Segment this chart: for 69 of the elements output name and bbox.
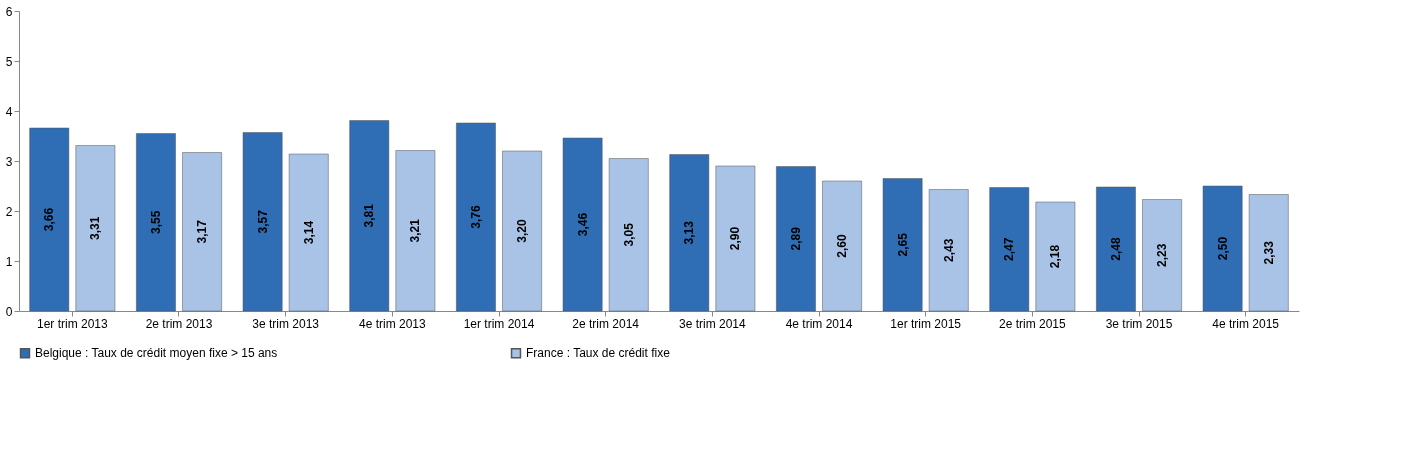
bar [822, 180, 862, 312]
data-label: 2,47 [1002, 237, 1017, 261]
bar [502, 150, 542, 312]
bar [1035, 201, 1076, 312]
y-tick-label: 6 [5, 4, 13, 19]
data-label: 2,50 [1215, 236, 1230, 261]
data-label: 2,90 [728, 226, 743, 251]
bar [882, 178, 923, 312]
x-tick-label: 3e trim 2013 [252, 316, 320, 331]
bar [349, 120, 390, 312]
bar [562, 137, 603, 312]
bar [1142, 199, 1182, 312]
x-tick-label: 2e trim 2014 [572, 316, 640, 331]
data-label: 3,66 [42, 207, 57, 232]
bar [29, 127, 70, 312]
y-tick-label: 2 [5, 204, 13, 219]
data-label: 2,43 [941, 238, 956, 262]
bar [1096, 186, 1136, 312]
data-label: 3,31 [88, 216, 103, 240]
bar [456, 122, 496, 312]
bar [395, 150, 436, 312]
bar [669, 154, 710, 312]
data-label: 3,21 [408, 218, 423, 243]
y-tick-label: 5 [5, 54, 13, 69]
data-label: 3,20 [515, 219, 530, 243]
bar [715, 165, 756, 312]
x-tick-label: 3e trim 2014 [678, 316, 747, 331]
bar [776, 166, 816, 312]
x-tick-label: 3e trim 2015 [1105, 316, 1173, 331]
y-tick-label: 4 [5, 104, 13, 119]
data-label: 3,76 [468, 205, 483, 229]
data-label: 3,13 [682, 220, 697, 245]
data-label: 3,14 [301, 220, 316, 245]
legend-label: France : Taux de crédit fixe [526, 346, 671, 361]
data-label: 2,18 [1048, 244, 1063, 269]
x-tick-label: 1er trim 2014 [463, 316, 535, 331]
legend-label: Belgique : Taux de crédit moyen fixe > 15 ans [35, 346, 278, 361]
bar [608, 158, 649, 312]
bar [288, 153, 329, 312]
data-label: 2,23 [1155, 243, 1170, 267]
x-tick-label: 4e trim 2013 [358, 316, 427, 331]
x-tick-label: 2e trim 2015 [998, 316, 1067, 331]
data-label: 3,81 [362, 203, 377, 228]
bar [136, 133, 176, 312]
bar [182, 152, 222, 312]
y-tick-label: 0 [5, 304, 13, 319]
data-label: 3,57 [255, 209, 270, 234]
data-label: 3,17 [195, 219, 210, 244]
bar [1248, 194, 1289, 312]
bar [928, 189, 969, 312]
y-tick-label: 3 [5, 154, 13, 169]
data-label: 2,33 [1261, 240, 1276, 265]
bar [75, 145, 116, 312]
bar [242, 132, 283, 312]
data-label: 2,60 [835, 234, 850, 258]
data-label: 2,65 [895, 232, 910, 257]
data-label: 2,89 [788, 226, 803, 251]
bar [1202, 185, 1243, 312]
data-label: 2,48 [1108, 237, 1123, 261]
bar [989, 187, 1030, 312]
y-tick-label: 1 [5, 254, 13, 269]
x-tick-label: 4e trim 2015 [1212, 316, 1280, 331]
x-tick-label: 1er trim 2015 [890, 316, 962, 331]
data-label: 3,05 [621, 222, 636, 247]
x-tick-label: 4e trim 2014 [785, 316, 853, 331]
x-tick-label: 2e trim 2013 [145, 316, 213, 331]
x-tick-label: 1er trim 2013 [36, 316, 109, 331]
data-label: 3,46 [575, 212, 590, 237]
data-label: 3,55 [148, 210, 163, 234]
